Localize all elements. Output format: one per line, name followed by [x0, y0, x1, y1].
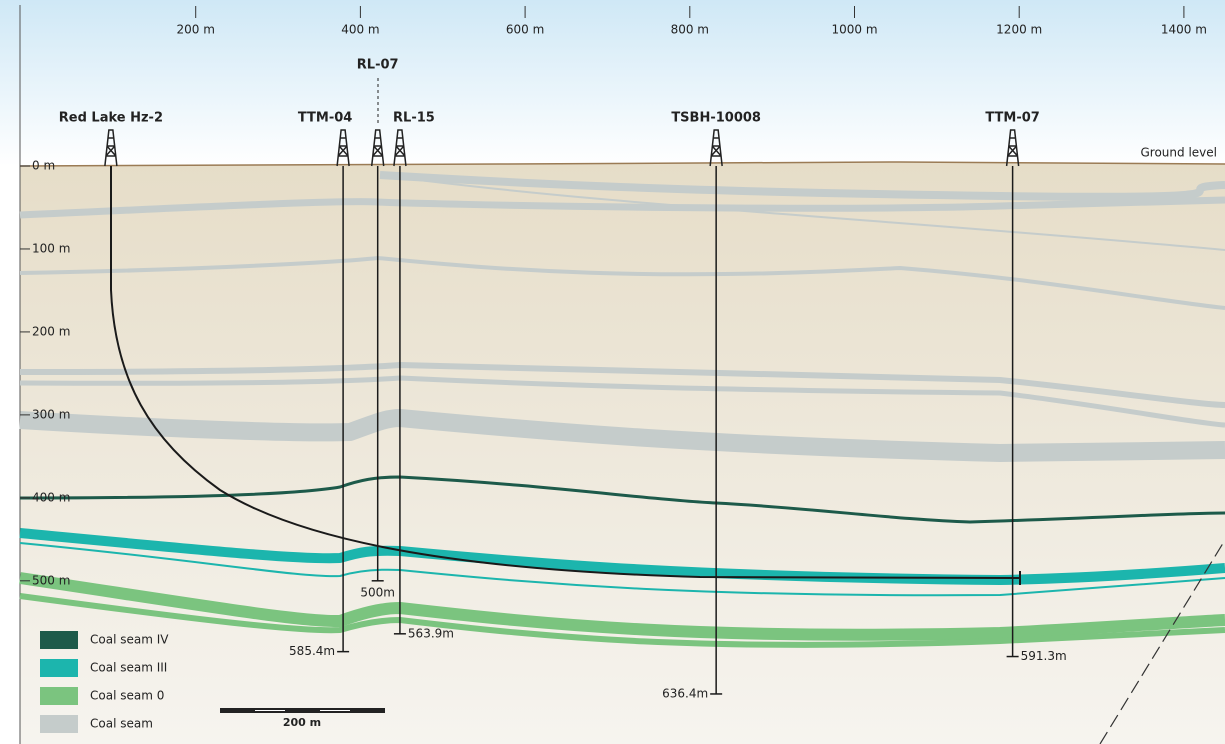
scale-bar-label: 200 m: [283, 716, 321, 729]
depth-label: 636.4m: [662, 686, 708, 700]
well-name: TTM-07: [985, 111, 1039, 126]
legend-label: Coal seam 0: [90, 689, 164, 703]
depth-label: 585.4m: [289, 644, 335, 658]
legend-label: Coal seam III: [90, 661, 167, 675]
legend-swatch: [40, 659, 78, 677]
depth-label: 591.3m: [1021, 649, 1067, 663]
y-tick-label: 100 m: [32, 241, 70, 255]
x-tick-label: 1200 m: [996, 23, 1042, 37]
x-tick-label: 1000 m: [831, 23, 877, 37]
cross-section: Ground level Coal seam IV Coal seam III Co…: [0, 0, 1225, 744]
well-name: TSBH-10008: [671, 111, 761, 126]
x-tick-label: 1400 m: [1161, 23, 1207, 37]
x-tick-label: 400 m: [341, 23, 379, 37]
scale-bar-rect: [220, 708, 385, 713]
legend-swatch: [40, 687, 78, 705]
legend-swatch: [40, 715, 78, 733]
y-tick-label: 400 m: [32, 490, 70, 504]
well-name: RL-07: [357, 58, 399, 73]
y-tick-label: 0 m: [32, 159, 55, 173]
well-name: TTM-04: [298, 111, 352, 126]
y-tick-label: 200 m: [32, 324, 70, 338]
x-tick-label: 800 m: [671, 23, 709, 37]
well-name: Red Lake Hz-2: [59, 111, 163, 126]
well-name: RL-15: [393, 111, 435, 126]
y-tick-label: 300 m: [32, 407, 70, 421]
legend-label: Coal seam: [90, 717, 153, 731]
legend-label: Coal seam IV: [90, 633, 169, 647]
legend-swatch: [40, 631, 78, 649]
x-tick-label: 600 m: [506, 23, 544, 37]
depth-label: 500m: [360, 585, 395, 599]
depth-label: 563.9m: [408, 626, 454, 640]
y-tick-label: 500 m: [32, 573, 70, 587]
x-tick-label: 200 m: [176, 23, 214, 37]
ground-label: Ground level: [1141, 146, 1218, 160]
